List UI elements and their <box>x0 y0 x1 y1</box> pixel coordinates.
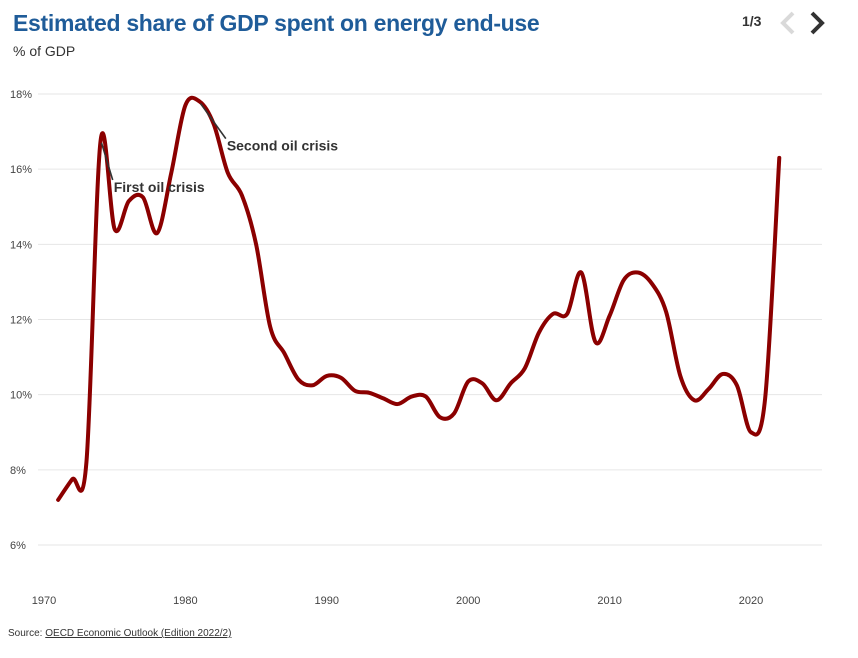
series-line <box>56 95 782 502</box>
annotation-connector <box>100 142 114 181</box>
x-tick-label: 2010 <box>597 595 621 607</box>
y-tick-label: 10% <box>10 390 32 402</box>
y-tick-label: 16% <box>10 164 32 176</box>
x-tick-label: 1980 <box>173 595 197 607</box>
x-tick-label: 2000 <box>456 595 480 607</box>
annotation-connector <box>199 103 227 140</box>
line-chart: 6% 8% 10% 12% 14% 16% 18% 1970 1980 1990 2000 2010 2… <box>10 89 822 607</box>
y-tick-label: 14% <box>10 239 32 251</box>
source-note: Source: OECD Economic Outlook (Edition 2… <box>8 628 231 639</box>
annotation-label: Second oil crisis <box>227 138 338 154</box>
chart-subtitle: % of GDP <box>13 43 76 59</box>
page-indicator: 1/3 <box>742 13 762 29</box>
x-tick-label: 1990 <box>315 595 339 607</box>
x-tick-label: 1970 <box>32 595 56 607</box>
axis-layer: 6% 8% 10% 12% 14% 16% 18% 1970 1980 1990 2000 2010 2… <box>10 89 763 607</box>
chart-title: Estimated share of GDP spent on energy e… <box>13 10 540 36</box>
x-tick-label: 2020 <box>739 595 763 607</box>
source-link[interactable]: OECD Economic Outlook (Edition 2022/2) <box>45 628 232 639</box>
annotation-layer: First oil crisis Second oil crisis <box>100 103 338 195</box>
series-layer <box>56 95 782 502</box>
previous-chart-button[interactable] <box>777 9 799 37</box>
y-tick-label: 12% <box>10 315 32 327</box>
source-prefix: Source: <box>8 628 46 639</box>
next-chart-button[interactable] <box>806 9 828 37</box>
chevron-left-icon <box>780 11 795 35</box>
y-tick-label: 8% <box>10 465 26 477</box>
annotation-label: First oil crisis <box>114 179 205 195</box>
y-tick-label: 18% <box>10 89 32 101</box>
grid-layer <box>38 93 822 546</box>
y-tick-label: 6% <box>10 540 26 552</box>
chevron-right-icon <box>810 11 825 35</box>
